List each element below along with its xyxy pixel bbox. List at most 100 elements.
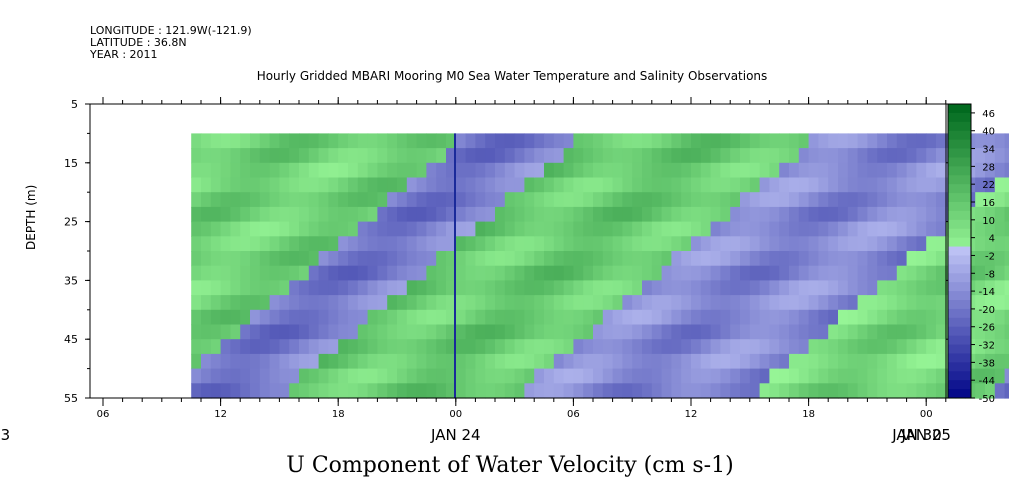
heatmap-cell bbox=[1004, 133, 1009, 149]
heatmap-cell bbox=[906, 280, 917, 296]
heatmap-cell bbox=[348, 133, 359, 149]
heatmap-cell bbox=[720, 177, 731, 193]
heatmap-cell bbox=[210, 295, 222, 311]
heatmap-cell bbox=[377, 339, 388, 355]
heatmap-cell bbox=[877, 383, 888, 399]
heatmap-cell bbox=[1004, 353, 1009, 370]
heatmap-cell bbox=[671, 353, 682, 370]
heatmap-cell bbox=[789, 251, 800, 267]
heatmap-cell bbox=[985, 133, 996, 149]
heatmap-cell bbox=[495, 148, 506, 164]
heatmap-cell bbox=[465, 324, 476, 340]
heatmap-cell bbox=[661, 353, 672, 370]
heatmap-cell bbox=[622, 324, 633, 340]
heatmap-cell bbox=[700, 162, 712, 179]
heatmap-cell bbox=[602, 251, 614, 267]
heatmap-cell bbox=[906, 148, 917, 164]
heatmap-cell bbox=[926, 236, 937, 252]
heatmap-cell bbox=[896, 265, 908, 281]
heatmap-cell bbox=[828, 280, 839, 296]
heatmap-cell bbox=[534, 353, 545, 370]
heatmap-cell bbox=[308, 251, 320, 267]
heatmap-cell bbox=[377, 148, 388, 164]
heatmap-cell bbox=[700, 221, 712, 237]
heatmap-cell bbox=[357, 339, 369, 355]
heatmap-cell bbox=[916, 236, 927, 252]
heatmap-cell bbox=[191, 192, 202, 208]
heatmap-cell bbox=[201, 148, 212, 164]
heatmap-cell bbox=[259, 206, 271, 223]
heatmap-cell bbox=[406, 309, 418, 326]
heatmap-cell bbox=[838, 221, 849, 237]
heatmap-cell bbox=[436, 251, 447, 267]
heatmap-cell bbox=[397, 162, 408, 179]
heatmap-cell bbox=[406, 265, 418, 281]
heatmap-cell bbox=[857, 251, 868, 267]
heatmap-cell bbox=[720, 206, 731, 223]
heatmap-cell bbox=[514, 383, 525, 399]
heatmap-cell bbox=[896, 177, 908, 193]
heatmap-cell bbox=[720, 251, 731, 267]
heatmap-cell bbox=[661, 236, 672, 252]
heatmap-cell bbox=[769, 162, 780, 179]
heatmap-cell bbox=[710, 192, 721, 208]
heatmap-cell bbox=[367, 251, 378, 267]
heatmap-cell bbox=[475, 133, 486, 149]
heatmap-cell bbox=[740, 206, 751, 223]
heatmap-cell bbox=[406, 133, 418, 149]
heatmap-cell bbox=[338, 295, 349, 311]
heatmap-cell bbox=[357, 177, 369, 193]
heatmap-cell bbox=[700, 353, 712, 370]
heatmap-cell bbox=[681, 368, 692, 384]
heatmap-cell bbox=[916, 133, 927, 149]
heatmap-cell bbox=[328, 206, 339, 223]
heatmap-cell bbox=[877, 295, 888, 311]
heatmap-cell bbox=[720, 309, 731, 326]
heatmap-cell bbox=[534, 236, 545, 252]
heatmap-cell bbox=[485, 236, 496, 252]
heatmap-cell bbox=[553, 339, 565, 355]
heatmap-cell bbox=[906, 236, 917, 252]
heatmap-cell bbox=[210, 324, 222, 340]
heatmap-cell bbox=[240, 148, 251, 164]
heatmap-cell bbox=[338, 192, 349, 208]
heatmap-cell bbox=[749, 383, 761, 399]
heatmap-cell bbox=[838, 280, 849, 296]
heatmap-cell bbox=[857, 133, 868, 149]
heatmap-cell bbox=[642, 280, 653, 296]
heatmap-cell bbox=[838, 324, 849, 340]
heatmap-cell bbox=[259, 368, 271, 384]
heatmap-cell bbox=[348, 192, 359, 208]
heatmap-cell bbox=[544, 148, 555, 164]
heatmap-cell bbox=[710, 206, 721, 223]
heatmap-cell bbox=[671, 368, 682, 384]
heatmap-cell bbox=[681, 339, 692, 355]
heatmap-cell bbox=[201, 309, 212, 326]
heatmap-cell bbox=[446, 236, 457, 252]
heatmap-cell bbox=[769, 236, 780, 252]
heatmap-cell bbox=[661, 295, 672, 311]
heatmap-cell bbox=[632, 353, 643, 370]
heatmap-cell bbox=[710, 368, 721, 384]
heatmap-cell bbox=[749, 324, 761, 340]
heatmap-cell bbox=[240, 251, 251, 267]
heatmap-cell bbox=[240, 280, 251, 296]
heatmap-cell bbox=[377, 265, 388, 281]
heatmap-cell bbox=[1004, 265, 1009, 281]
heatmap-cell bbox=[397, 383, 408, 399]
heatmap-cell bbox=[975, 192, 986, 208]
heatmap-cell bbox=[191, 162, 202, 179]
heatmap-cell bbox=[416, 177, 427, 193]
heatmap-cell bbox=[593, 368, 604, 384]
heatmap-cell bbox=[485, 295, 496, 311]
heatmap-cell bbox=[1004, 192, 1009, 208]
heatmap-cell bbox=[593, 206, 604, 223]
heatmap-cell bbox=[798, 265, 810, 281]
heatmap-cell bbox=[710, 353, 721, 370]
heatmap-cell bbox=[622, 162, 633, 179]
heatmap-cell bbox=[847, 309, 859, 326]
heatmap-cell bbox=[416, 295, 427, 311]
heatmap-cell bbox=[896, 133, 908, 149]
heatmap-cell bbox=[808, 353, 819, 370]
heatmap-cell bbox=[210, 221, 222, 237]
